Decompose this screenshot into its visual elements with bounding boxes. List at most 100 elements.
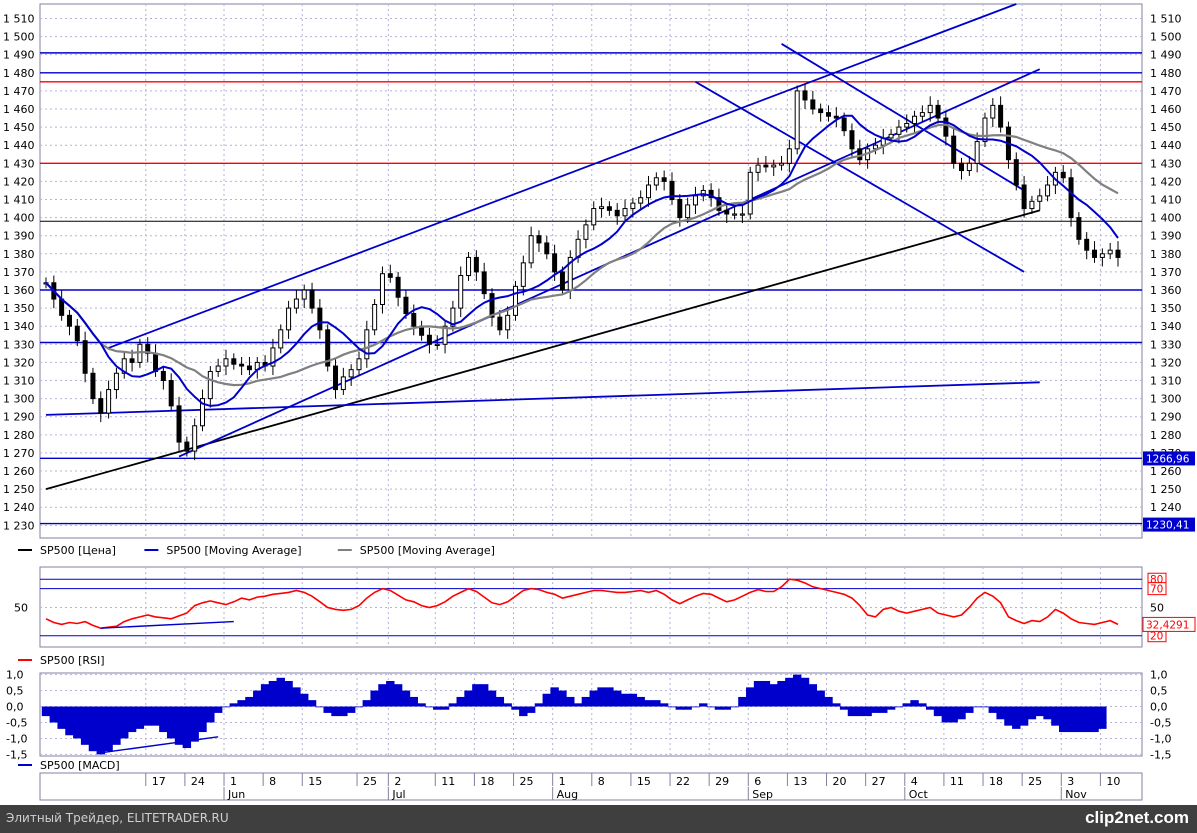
candle-body bbox=[653, 177, 659, 186]
candle-body bbox=[121, 358, 127, 374]
macd-bar bbox=[839, 706, 849, 710]
rsi-ytick-right: 50 bbox=[1150, 601, 1164, 614]
trend-line bbox=[695, 81, 1025, 273]
price-ytick-left: 1 460 bbox=[3, 103, 35, 116]
macd-bar bbox=[566, 696, 575, 707]
macd-bar bbox=[229, 703, 239, 707]
macd-bar bbox=[699, 703, 708, 707]
candle-body bbox=[810, 99, 816, 110]
price-legend-text: SP500 [Moving Average] bbox=[166, 544, 301, 557]
macd-bar bbox=[808, 684, 818, 707]
trend-line bbox=[45, 381, 1040, 416]
candle-body bbox=[716, 197, 722, 211]
candle-body bbox=[990, 104, 996, 119]
candle-body bbox=[661, 177, 667, 182]
candle-body bbox=[755, 164, 761, 173]
rsi-level-box bbox=[1147, 582, 1167, 596]
candle-body bbox=[1068, 177, 1074, 219]
candle-body bbox=[309, 289, 315, 309]
macd-bar bbox=[542, 693, 552, 707]
macd-ytick-right: 1,0 bbox=[1150, 669, 1168, 682]
footer-credit: Элитный Трейдер, ELITETRADER.RU bbox=[6, 811, 229, 825]
price-ytick-right: 1 450 bbox=[1150, 121, 1182, 134]
price-ytick-left: 1 420 bbox=[3, 175, 35, 188]
macd-bar bbox=[425, 706, 434, 708]
candle-body bbox=[434, 343, 440, 347]
macd-bar bbox=[292, 687, 301, 707]
footer-brand-logo: clip2net.com bbox=[1085, 808, 1189, 827]
macd-bar bbox=[1019, 706, 1029, 726]
candle-body bbox=[66, 314, 72, 327]
macd-bar bbox=[370, 690, 379, 707]
price-ytick-left: 1 450 bbox=[3, 121, 35, 134]
macd-bar bbox=[96, 706, 105, 755]
macd-bar bbox=[863, 706, 872, 717]
date-day-label: 27 bbox=[872, 775, 886, 788]
macd-bar bbox=[659, 703, 669, 707]
macd-bar bbox=[448, 703, 458, 707]
date-day-label: 8 bbox=[598, 775, 605, 788]
macd-bar bbox=[120, 706, 129, 739]
candle-body bbox=[583, 224, 589, 240]
candle-body bbox=[1084, 238, 1090, 251]
macd-bar bbox=[112, 706, 121, 745]
price-ytick-right: 1 300 bbox=[1150, 393, 1182, 406]
price-ytick-left: 1 310 bbox=[3, 375, 35, 388]
macd-bar bbox=[581, 696, 591, 707]
price-ytick-left: 1 390 bbox=[3, 230, 35, 243]
macd-bar bbox=[918, 703, 927, 707]
macd-bar bbox=[706, 706, 716, 708]
price-ytick-right: 1 350 bbox=[1150, 302, 1182, 315]
macd-bar bbox=[980, 706, 990, 708]
price-ytick-right: 1 390 bbox=[1150, 230, 1182, 243]
macd-bar bbox=[941, 706, 951, 723]
date-day-label: 6 bbox=[754, 775, 761, 788]
candle-body bbox=[74, 325, 80, 342]
macd-bar bbox=[143, 706, 152, 726]
candle-body bbox=[160, 370, 166, 382]
macd-bar bbox=[636, 696, 645, 707]
macd-bar bbox=[573, 703, 583, 707]
candle-body bbox=[270, 347, 276, 367]
macd-bar bbox=[487, 690, 497, 707]
candle-body bbox=[559, 271, 565, 291]
macd-bar bbox=[1043, 706, 1052, 720]
candle-body bbox=[379, 273, 385, 305]
price-ytick-right: 1 290 bbox=[1150, 411, 1182, 424]
candle-body bbox=[966, 162, 972, 172]
candle-body bbox=[872, 144, 878, 150]
macd-bar bbox=[933, 706, 943, 717]
candle-body bbox=[481, 271, 487, 295]
macd-bar bbox=[761, 680, 771, 707]
macd-ytick-left: -0,5 bbox=[6, 716, 27, 729]
candle-body bbox=[113, 372, 119, 391]
macd-bar bbox=[534, 703, 544, 707]
macd-bar bbox=[65, 706, 74, 736]
candle-body bbox=[176, 405, 182, 443]
candle-body bbox=[1092, 249, 1098, 258]
price-ytick-right: 1 510 bbox=[1150, 12, 1182, 25]
candle-body bbox=[466, 256, 472, 277]
candle-body bbox=[1099, 253, 1105, 258]
macd-bar bbox=[206, 706, 215, 723]
candle-body bbox=[340, 376, 346, 391]
macd-bar bbox=[722, 706, 731, 710]
candle-body bbox=[544, 242, 550, 255]
macd-bar bbox=[792, 674, 802, 707]
candle-body bbox=[896, 126, 902, 135]
candle-body bbox=[1045, 184, 1051, 197]
price-ytick-right: 1 420 bbox=[1150, 175, 1182, 188]
macd-bar bbox=[730, 706, 739, 708]
macd-bar bbox=[245, 696, 254, 707]
macd-bar bbox=[339, 706, 348, 717]
price-ytick-right: 1 340 bbox=[1150, 320, 1182, 333]
candle-body bbox=[426, 334, 432, 345]
candle-body bbox=[301, 289, 307, 300]
price-ytick-left: 1 470 bbox=[3, 85, 35, 98]
candle-body bbox=[348, 369, 354, 378]
price-ytick-right: 1 470 bbox=[1150, 85, 1182, 98]
macd-bar bbox=[652, 700, 661, 707]
candle-body bbox=[98, 398, 104, 414]
macd-divergence-line bbox=[100, 736, 219, 754]
macd-bar bbox=[800, 677, 810, 707]
